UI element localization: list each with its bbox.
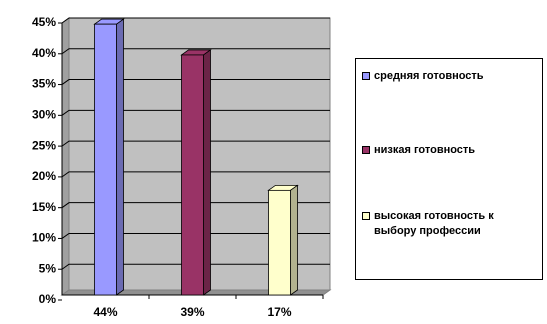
- grid-line: [61, 48, 330, 55]
- bar-side: [116, 18, 124, 296]
- x-tick-label: 44%: [93, 305, 117, 319]
- y-tick-label: 5%: [39, 261, 57, 275]
- legend-swatch: [362, 212, 370, 220]
- bar-side: [203, 49, 211, 296]
- y-tick-label: 45%: [32, 15, 56, 29]
- grid-line: [61, 17, 330, 24]
- legend-item: средняя готовность: [362, 69, 538, 84]
- legend-label: средняя готовность: [374, 70, 484, 82]
- grid-line: [61, 140, 330, 147]
- legend-label: высокая готовность к выбору профессии: [374, 210, 494, 237]
- y-tick-label: 20%: [32, 169, 56, 183]
- grid-line: [61, 263, 330, 270]
- bar: [268, 189, 291, 296]
- legend-item: низкая готовность: [362, 143, 538, 158]
- bar: [94, 23, 117, 296]
- side-wall: [61, 17, 70, 296]
- y-tick-label: 40%: [32, 46, 56, 60]
- y-tick-label: 35%: [32, 77, 56, 91]
- grid-line: [61, 232, 330, 239]
- grid-line: [61, 171, 330, 178]
- legend-item: высокая готовность к выбору профессии: [362, 209, 538, 239]
- legend-swatch: [362, 146, 370, 154]
- y-tick-label: 25%: [32, 138, 56, 152]
- bar-side: [290, 184, 298, 296]
- y-tick-label: 15%: [32, 200, 56, 214]
- legend: средняя готовность низкая готовность высок…: [355, 58, 543, 280]
- y-tick-label: 0%: [39, 292, 57, 306]
- grid-line: [61, 202, 330, 209]
- grid-line: [61, 109, 330, 116]
- legend-label: низкая готовность: [374, 144, 476, 156]
- y-tick-label: 30%: [32, 108, 56, 122]
- legend-swatch: [362, 72, 370, 80]
- grid-line: [61, 79, 330, 85]
- x-tick-label: 17%: [267, 305, 291, 319]
- bar: [181, 54, 204, 296]
- x-tick-label: 39%: [180, 305, 204, 319]
- y-tick-label: 10%: [32, 231, 56, 245]
